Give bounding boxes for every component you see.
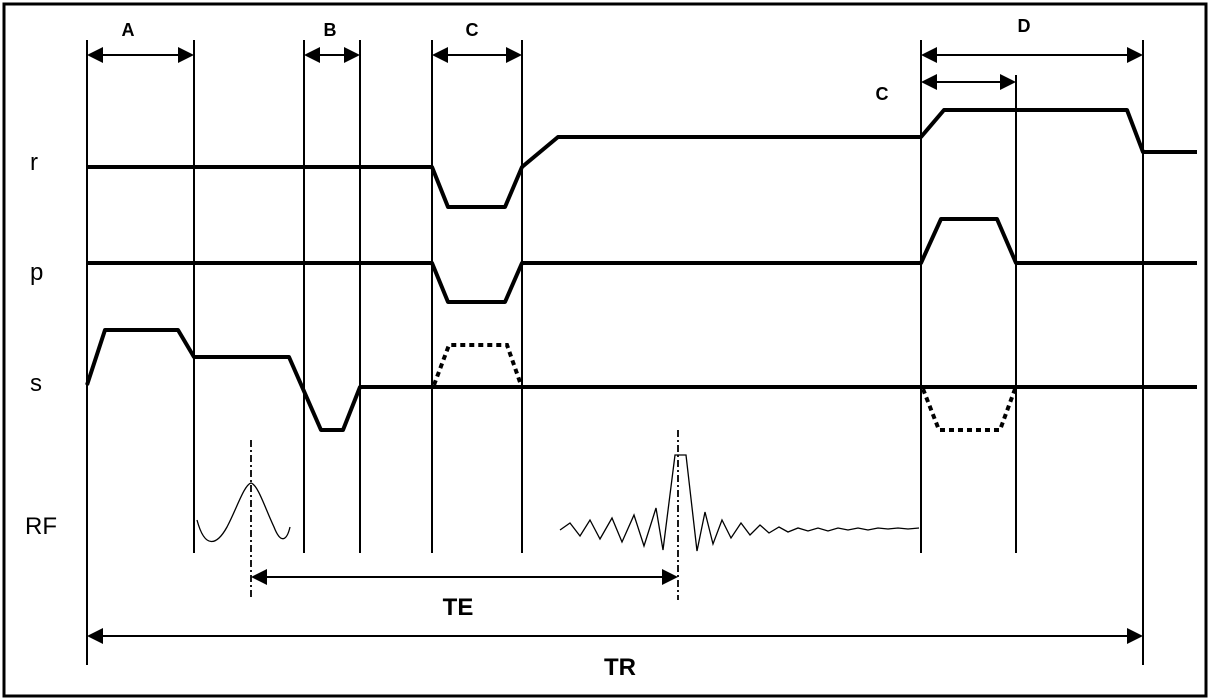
interval-c-first-label: C xyxy=(466,20,479,40)
rf-excitation-pulse xyxy=(196,482,291,543)
p-waveform xyxy=(87,217,1197,304)
row-label-p: p xyxy=(30,259,43,286)
interval-c-second-label: C xyxy=(876,84,889,104)
row-label-r: r xyxy=(30,149,38,176)
te-label: TE xyxy=(443,594,474,621)
echo-signal xyxy=(559,454,920,552)
interval-d-label: D xyxy=(1018,16,1031,36)
timing-lines xyxy=(86,40,1144,665)
s-dotted-lobe-down xyxy=(921,388,1017,432)
row-label-rf: RF xyxy=(25,513,57,540)
interval-a-label: A xyxy=(122,20,135,40)
s-dotted-lobe-up xyxy=(432,343,523,386)
s-waveform xyxy=(85,328,1197,432)
row-label-s: s xyxy=(30,370,42,397)
r-waveform xyxy=(87,108,1197,209)
tr-label: TR xyxy=(604,654,636,681)
interval-b-label: B xyxy=(324,20,337,40)
interval-arrows xyxy=(87,47,1143,90)
